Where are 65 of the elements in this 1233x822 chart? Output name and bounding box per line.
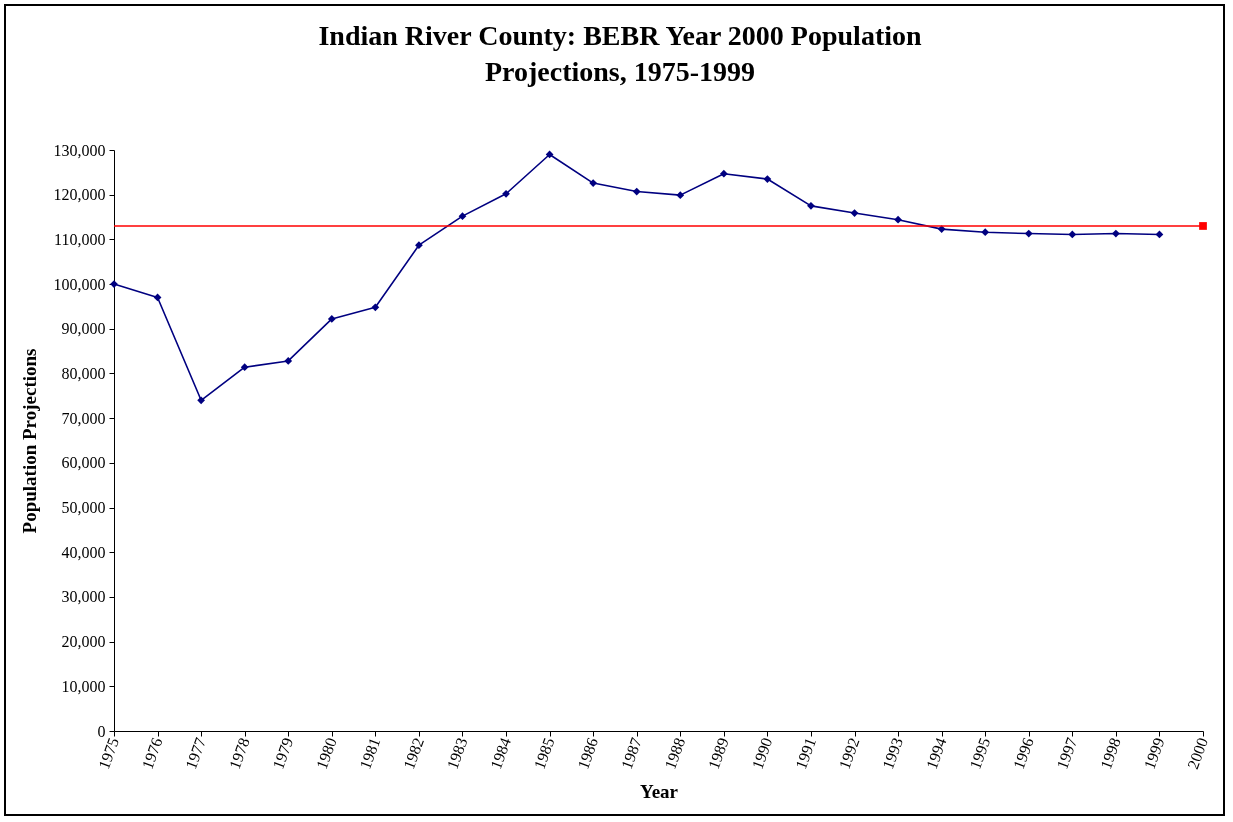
y-tick-label: 90,000 bbox=[61, 320, 106, 338]
point bbox=[1112, 229, 1120, 238]
x-tick-label: 1995 bbox=[966, 735, 994, 772]
point bbox=[676, 191, 685, 200]
x-tick-label: 1983 bbox=[443, 735, 471, 772]
x-tick-label: 1989 bbox=[704, 735, 732, 772]
x-tick-label: 1999 bbox=[1140, 735, 1168, 772]
x-tick-label: 1992 bbox=[835, 735, 863, 772]
x-tick-label: 1997 bbox=[1053, 735, 1081, 772]
x-tick-label: 1994 bbox=[922, 735, 950, 772]
point bbox=[284, 357, 293, 365]
x-tick-label: 1980 bbox=[312, 735, 340, 772]
point bbox=[240, 363, 249, 372]
y-tick-label: 100,000 bbox=[53, 275, 106, 293]
point bbox=[502, 189, 510, 198]
x-tick-label: 1986 bbox=[574, 735, 602, 772]
chart-title: Indian River County: BEBR Year 2000 Population Projections, 1975-1999 bbox=[317, 19, 923, 89]
y-tick-label: 40,000 bbox=[61, 543, 106, 561]
point bbox=[850, 209, 859, 217]
y-tick-label: 70,000 bbox=[61, 409, 106, 427]
point bbox=[415, 241, 423, 250]
point bbox=[981, 228, 990, 237]
point bbox=[719, 169, 728, 178]
y-tick-label: 50,000 bbox=[61, 499, 106, 517]
point bbox=[937, 225, 946, 233]
point bbox=[632, 187, 641, 196]
y-tick-label: 120,000 bbox=[53, 186, 106, 204]
point bbox=[371, 303, 380, 312]
x-tick-label: 1979 bbox=[269, 735, 297, 772]
y-tick-label: 130,000 bbox=[53, 141, 106, 159]
point bbox=[1024, 229, 1033, 238]
x-tick-label: 1982 bbox=[400, 735, 427, 772]
y-tick-label: 20,000 bbox=[61, 633, 106, 651]
x-tick-label: 1993 bbox=[879, 735, 907, 772]
x-tick-label: 1998 bbox=[1096, 735, 1124, 772]
x-tick-label: 1984 bbox=[487, 735, 515, 772]
point bbox=[763, 175, 772, 183]
y-tick-label: 80,000 bbox=[61, 364, 106, 382]
x-tick-label: 1981 bbox=[356, 735, 384, 772]
point bbox=[894, 215, 902, 224]
x-axis-title: Year bbox=[640, 781, 679, 803]
y-tick-label: 30,000 bbox=[61, 588, 106, 606]
y-tick-label: 110,000 bbox=[54, 230, 106, 248]
point bbox=[327, 315, 336, 323]
point bbox=[1068, 230, 1077, 239]
y-axis-title: Population Projections bbox=[18, 348, 40, 534]
point bbox=[545, 150, 554, 159]
point bbox=[807, 201, 815, 210]
point bbox=[1199, 222, 1207, 230]
x-tick-label: 1990 bbox=[748, 735, 776, 772]
point bbox=[589, 179, 598, 187]
x-tick-label: 1987 bbox=[617, 735, 645, 772]
point bbox=[197, 396, 205, 405]
x-tick-label: 1978 bbox=[225, 735, 253, 772]
y-tick-label: 0 bbox=[97, 722, 106, 740]
x-tick-label: 1976 bbox=[138, 735, 166, 772]
y-tick-label: 60,000 bbox=[61, 454, 106, 472]
y-tick-label: 10,000 bbox=[61, 677, 106, 695]
point bbox=[458, 212, 467, 221]
x-tick-label: 2000 bbox=[1184, 735, 1212, 772]
x-tick-label: 1977 bbox=[182, 735, 210, 772]
x-tick-label: 1988 bbox=[661, 735, 689, 772]
x-tick-label: 1991 bbox=[792, 735, 819, 772]
x-tick-label: 1996 bbox=[1009, 735, 1037, 772]
x-tick-label: 1985 bbox=[530, 735, 558, 772]
